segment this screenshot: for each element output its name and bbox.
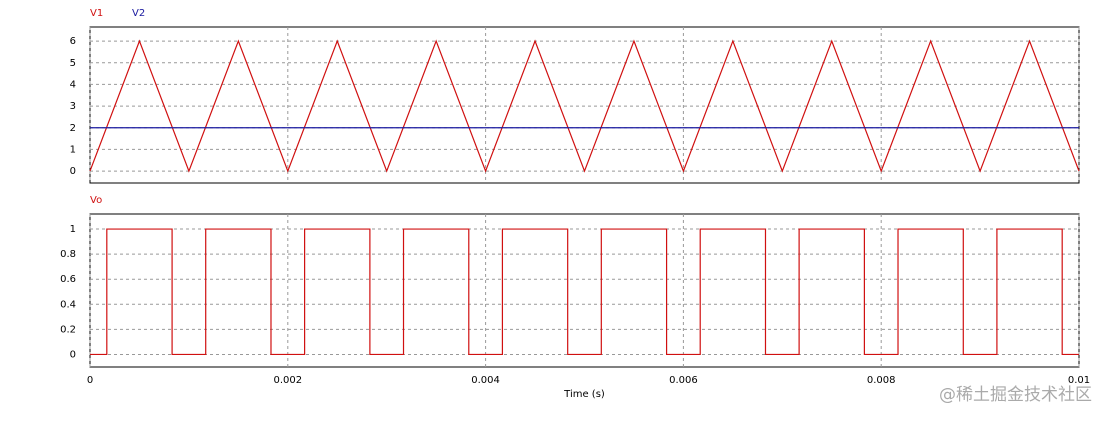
legend-label: Vo [90,195,102,206]
y-tick-label: 2 [70,123,76,134]
x-tick-label: 0.008 [867,375,896,386]
x-tick-label: 0.002 [273,375,302,386]
y-tick-label: 1 [70,144,76,155]
line-series [90,228,1079,356]
x-axis-label: Time (s) [563,389,605,400]
y-tick-label: 0.2 [60,324,76,335]
y-tick-label: 0 [70,349,76,360]
y-tick-label: 0 [70,166,76,177]
x-tick-label: 0.004 [471,375,500,386]
y-tick-label: 1 [70,224,76,235]
x-tick-label: 0 [87,375,93,386]
y-tick-label: 0.4 [60,299,76,310]
x-tick-label: 0.01 [1068,375,1090,386]
plot-frame [89,26,1080,184]
legend-label: V2 [132,8,145,19]
watermark: @稀土掘金技术社区 [939,385,1092,405]
plot-frame [89,213,1080,368]
y-tick-label: 5 [70,58,76,69]
line-series [89,39,1080,173]
x-tick-label: 0.006 [669,375,698,386]
y-tick-label: 0.8 [60,249,76,260]
y-tick-label: 0.6 [60,274,76,285]
legend-label: V1 [90,8,103,19]
y-tick-label: 6 [70,36,76,47]
y-tick-label: 4 [70,79,76,90]
y-tick-label: 3 [70,101,76,112]
